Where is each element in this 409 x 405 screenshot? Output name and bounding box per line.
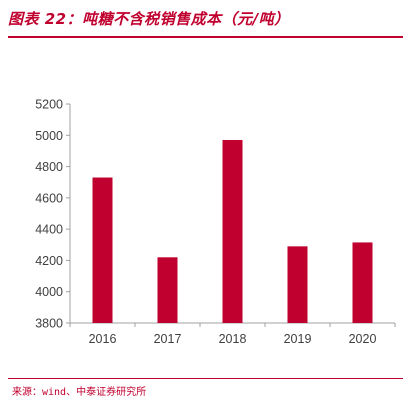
x-tick-label: 2017 — [154, 332, 182, 346]
y-tick-label: 5200 — [35, 98, 63, 112]
title-divider — [8, 36, 403, 38]
bar-2020 — [352, 242, 373, 323]
y-tick-label: 3800 — [35, 317, 63, 331]
x-tick-label: 2018 — [219, 332, 247, 346]
y-tick-label: 4000 — [35, 285, 63, 299]
source-note: 来源：wind、中泰证券研究所 — [12, 387, 147, 398]
x-tick-label: 2020 — [349, 332, 377, 346]
y-tick-label: 4400 — [35, 223, 63, 237]
chart-title: 图表 22：吨糖不含税销售成本（元/吨） — [8, 10, 290, 28]
x-tick-label: 2019 — [284, 332, 312, 346]
y-tick-label: 4600 — [35, 191, 63, 205]
bar-2018 — [222, 139, 243, 323]
bar-2017 — [157, 257, 178, 323]
y-tick-label: 5000 — [35, 129, 63, 143]
bar-2019 — [287, 246, 308, 323]
bars — [92, 139, 373, 323]
y-tick-label: 4800 — [35, 160, 63, 174]
y-axis: 3800 4000 4200 4400 4600 4800 5000 5200 — [35, 98, 71, 331]
bar-2016 — [92, 177, 113, 323]
x-tick-label: 2016 — [89, 332, 117, 346]
y-tick-label: 4200 — [35, 254, 63, 268]
footer-divider — [8, 378, 403, 379]
x-axis: 2016 2017 2018 2019 2020 — [69, 322, 396, 346]
